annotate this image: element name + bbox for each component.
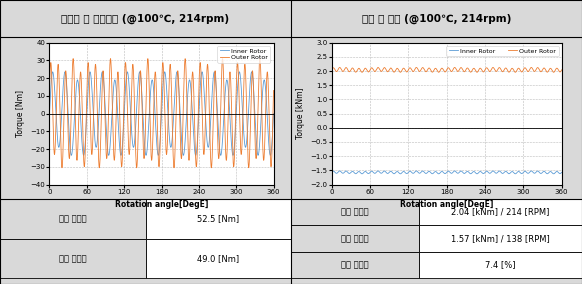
Inner Rotor [139,98,146,101]
Legend: Inner Rotor, Outer Rotor: Inner Rotor, Outer Rotor [446,46,559,56]
Inner Rotor [435,172,442,176]
Outer Rotor [130,68,137,72]
Bar [0,199,146,239]
Outer Rotor [423,70,430,73]
Text: 내측 회전자: 내측 회전자 [341,234,369,243]
Inner Rotor [180,154,187,157]
Inner Rotor [136,70,143,74]
Inner Rotor [377,172,384,175]
Inner Rotor [199,72,206,76]
Inner Rotor [423,172,430,175]
Text: 7.4 [%]: 7.4 [%] [485,260,516,270]
Inner Rotor [130,145,137,149]
Line: Outer Rotor: Outer Rotor [49,59,274,168]
Bar [146,239,291,278]
Outer Rotor [139,109,146,113]
Bar [419,225,582,252]
Outer Rotor [451,66,458,69]
Text: 외측 회전자: 외측 회전자 [341,208,369,217]
Bar [419,199,582,225]
Text: 외측 회전자: 외측 회전자 [59,214,87,223]
Inner Rotor [414,170,421,174]
Outer Rotor [46,89,53,92]
Text: 토크 리플율: 토크 리플율 [341,260,369,270]
Outer Rotor [59,164,66,168]
Text: 52.5 [Nm]: 52.5 [Nm] [197,214,239,223]
Outer Rotor [342,67,349,70]
Outer Rotor [270,89,277,92]
Outer Rotor [199,131,206,134]
Bar [146,199,291,239]
Inner Rotor [485,171,492,175]
Bar [291,199,419,225]
Line: Outer Rotor: Outer Rotor [332,68,562,72]
Inner Rotor [59,100,66,103]
Text: 부하 시 토크 (@100℃, 214rpm): 부하 시 토크 (@100℃, 214rpm) [362,13,511,24]
Outer Rotor [94,115,101,118]
Outer Rotor [377,70,384,73]
Inner Rotor [328,171,335,174]
Outer Rotor [485,69,492,73]
Legend: Inner Rotor, Outer Rotor: Inner Rotor, Outer Rotor [217,46,271,63]
Text: 무부하 시 코깅토크 (@100℃, 214rpm): 무부하 시 코깅토크 (@100℃, 214rpm) [62,13,229,24]
Bar [419,252,582,278]
Outer Rotor [328,68,335,72]
Outer Rotor [70,57,77,60]
Bar [0,0,291,37]
Outer Rotor [558,68,565,72]
Inner Rotor [451,169,458,173]
Inner Rotor [558,171,565,174]
Bar [291,252,419,278]
Outer Rotor [137,75,144,78]
Inner Rotor [46,112,53,115]
Bar [0,239,146,278]
Y-axis label: Torque [kNm]: Torque [kNm] [296,88,305,139]
Line: Inner Rotor: Inner Rotor [49,72,274,155]
Text: 2.04 [kNm] / 214 [RPM]: 2.04 [kNm] / 214 [RPM] [451,208,550,217]
X-axis label: Rotation angle[DegE]: Rotation angle[DegE] [400,200,494,209]
Outer Rotor [414,67,421,71]
Inner Rotor [422,172,429,175]
Outer Rotor [171,166,178,170]
Line: Inner Rotor: Inner Rotor [332,171,562,174]
Bar [291,0,582,37]
Inner Rotor [342,170,349,174]
Text: 1.57 [kNm] / 138 [RPM]: 1.57 [kNm] / 138 [RPM] [451,234,550,243]
Bar [291,225,419,252]
Inner Rotor [94,139,101,143]
Y-axis label: Torque [Nm]: Torque [Nm] [16,90,25,137]
Inner Rotor [270,112,277,115]
X-axis label: Rotation angle[DegE]: Rotation angle[DegE] [115,200,208,209]
Inner Rotor [137,79,144,83]
Text: 내측 회전자: 내측 회전자 [59,254,87,263]
Outer Rotor [422,70,429,73]
Text: 49.0 [Nm]: 49.0 [Nm] [197,254,239,263]
Outer Rotor [435,70,442,74]
